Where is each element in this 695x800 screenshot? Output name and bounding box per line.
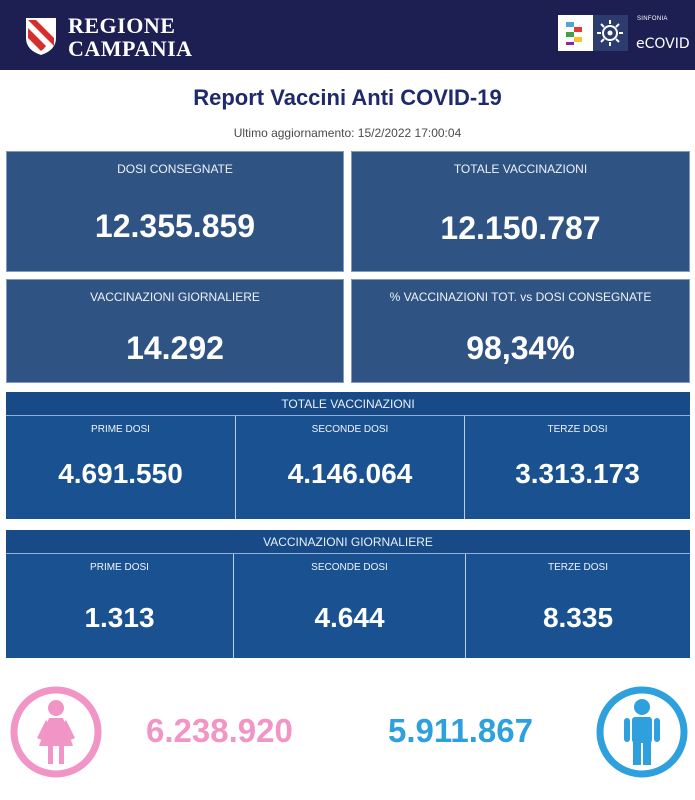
cell-label: PRIME DOSI [91,424,150,435]
card-value: 14.292 [126,330,224,366]
card-label: TOTALE VACCINAZIONI [453,162,588,176]
card-value: 12.355.859 [94,208,256,244]
panel-title: VACCINAZIONI GIORNALIERE [6,530,690,554]
brand-name: eCOVID [636,36,690,52]
cell-label: PRIME DOSI [90,562,149,573]
cell-label: SECONDE DOSI [311,562,388,573]
panel-title: TOTALE VACCINAZIONI [6,392,690,416]
card-label: DOSI CONSEGNATE [117,162,233,176]
female-count: 6.238.920 [146,712,293,749]
card-percentuale-vaccinazioni: % VACCINAZIONI TOT. vs DOSI CONSEGNATE 9… [351,279,690,383]
panel-vaccinazioni-giornaliere: VACCINAZIONI GIORNALIERE PRIME DOSI 1.31… [6,530,690,658]
card-vaccinazioni-giornaliere: VACCINAZIONI GIORNALIERE 14.292 [6,279,344,383]
cell-prime-dosi: PRIME DOSI 4.691.550 [6,416,235,519]
cell-terze-dosi: TERZE DOSI 3.313.173 [464,416,690,519]
cell-prime-dosi: PRIME DOSI 1.313 [6,554,233,658]
card-dosi-consegnate: DOSI CONSEGNATE 12.355.859 [6,151,344,272]
panel-totale-vaccinazioni: TOTALE VACCINAZIONI PRIME DOSI 4.691.550… [6,392,690,519]
region-name-line1: REGIONE [68,13,176,38]
female-person-icon [10,686,102,778]
cell-seconde-dosi: SECONDE DOSI 4.146.064 [235,416,464,519]
male-count: 5.911.867 [388,712,533,749]
cell-value: 1.313 [84,602,155,633]
cell-terze-dosi: TERZE DOSI 8.335 [465,554,690,658]
last-update: Ultimo aggiornamento: 15/2/2022 17:00:04 [233,126,462,140]
cell-label: TERZE DOSI [547,562,608,573]
cell-value: 4.644 [314,602,385,633]
regione-campania-crest-icon [26,18,56,55]
cell-seconde-dosi: SECONDE DOSI 4.644 [233,554,465,658]
header-bar: REGIONE CAMPANIA SINFONIA eCOVID [0,0,695,70]
card-value: 98,34% [466,330,575,366]
card-totale-vaccinazioni: TOTALE VACCINAZIONI 12.150.787 [351,151,690,272]
male-person-icon [596,686,688,778]
card-value: 12.150.787 [440,210,601,246]
brand-small: SINFONIA [637,16,668,22]
cell-value: 3.313.173 [515,458,640,489]
cell-value: 8.335 [542,602,614,633]
cell-label: SECONDE DOSI [311,424,389,435]
cell-label: TERZE DOSI [547,424,608,435]
page-title: Report Vaccini Anti COVID-19 [193,85,502,110]
card-label: % VACCINAZIONI TOT. vs DOSI CONSEGNATE [389,290,652,304]
cell-value: 4.691.550 [58,458,183,489]
cell-value: 4.146.064 [287,458,413,489]
card-label: VACCINAZIONI GIORNALIERE [90,290,260,304]
region-name-line2: CAMPANIA [68,36,193,61]
region-name: REGIONE CAMPANIA [68,14,193,60]
sinfonia-logo-icon [558,15,628,51]
